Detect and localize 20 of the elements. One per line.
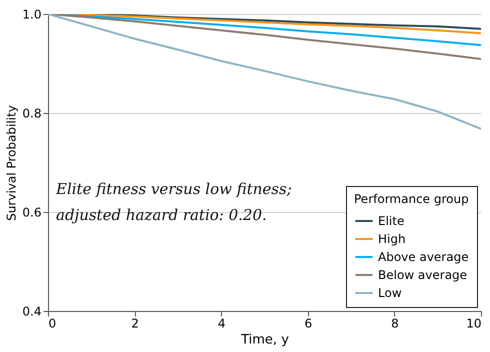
x-tick-label: 2 bbox=[131, 316, 139, 330]
legend-label: Low bbox=[378, 286, 402, 300]
y-tick-label: 0.4 bbox=[22, 304, 42, 318]
legend-title: Performance group bbox=[354, 192, 469, 206]
y-axis-title: Survival Probability bbox=[4, 105, 18, 221]
y-tick-label: 1.0 bbox=[22, 8, 42, 22]
x-tick-label: 0 bbox=[48, 316, 56, 330]
x-tick-label: 8 bbox=[391, 316, 399, 330]
annotation: Elite fitness versus low fitness; adjusted hazard ratio: 0.20. bbox=[55, 180, 292, 224]
legend-label: Elite bbox=[378, 214, 404, 228]
legend-label: High bbox=[378, 232, 406, 246]
legend-label: Above average bbox=[378, 250, 469, 264]
x-tick-label: 4 bbox=[218, 316, 226, 330]
legend-label: Below average bbox=[378, 268, 468, 282]
y-tick-label: 0.8 bbox=[22, 106, 42, 120]
x-tick-label: 6 bbox=[304, 316, 312, 330]
y-tick-label: 0.6 bbox=[22, 206, 42, 220]
x-tick-label: 10 bbox=[466, 316, 482, 330]
x-axis-title: Time, y bbox=[240, 332, 290, 348]
line-series bbox=[48, 14, 481, 130]
